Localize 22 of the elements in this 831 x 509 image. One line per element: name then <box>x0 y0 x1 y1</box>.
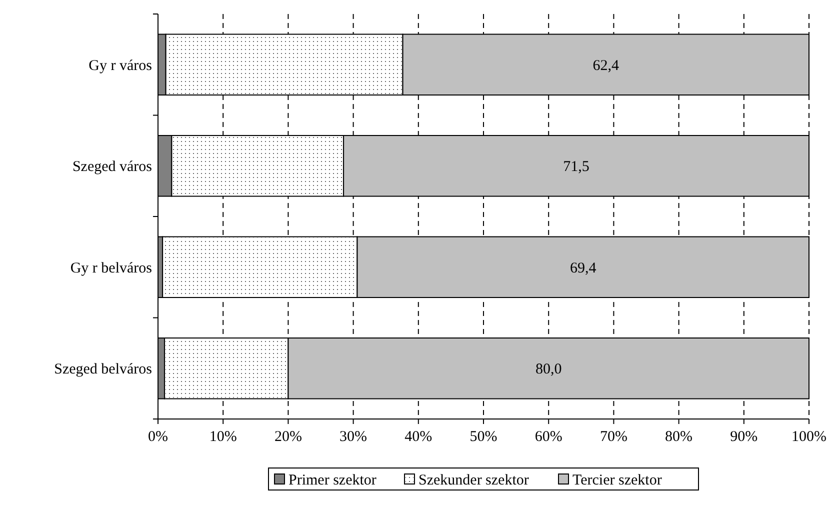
y-tick-label: Szeged város <box>72 159 152 176</box>
y-tick-label: Gy r belváros <box>70 260 152 276</box>
x-tick-label: 70% <box>600 429 628 445</box>
y-tick-label: Szeged belváros <box>54 362 152 378</box>
legend-label: Szekunder szektor <box>418 472 529 488</box>
data-label: 71,5 <box>563 159 590 176</box>
data-label: 80,0 <box>535 362 562 378</box>
x-tick-label: 10% <box>209 429 237 445</box>
x-tick-label: 0% <box>148 429 168 445</box>
x-tick-label: 90% <box>730 429 758 445</box>
x-tick-label: 80% <box>665 429 693 445</box>
data-label: 62,4 <box>592 58 620 74</box>
x-tick-label: 100% <box>792 429 826 445</box>
x-tick-label: 60% <box>534 429 562 445</box>
legend-label: Primer szektor <box>288 472 376 488</box>
y-tick-label: Gy r város <box>88 58 152 74</box>
x-tick-label: 50% <box>470 429 498 445</box>
data-label: 69,4 <box>570 260 597 276</box>
legend-label: Tercier szektor <box>572 472 662 488</box>
x-tick-label: 40% <box>404 429 432 445</box>
x-tick-label: 20% <box>274 429 302 445</box>
x-tick-label: 30% <box>340 429 368 445</box>
